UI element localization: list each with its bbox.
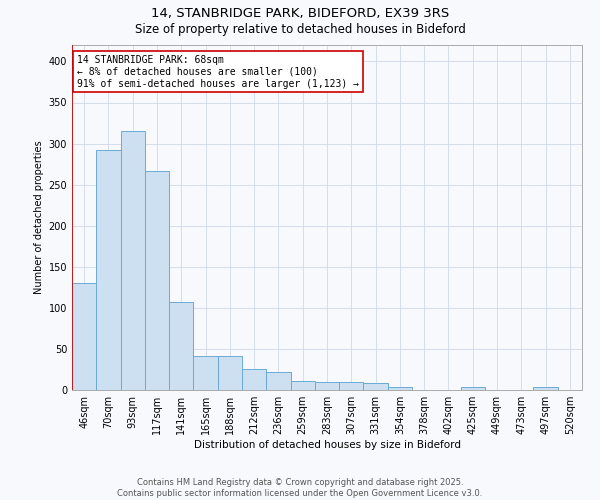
Bar <box>533 386 558 390</box>
Bar <box>461 386 485 390</box>
Bar <box>242 370 266 390</box>
Bar <box>96 150 121 390</box>
Bar <box>266 372 290 390</box>
Text: 14, STANBRIDGE PARK, BIDEFORD, EX39 3RS: 14, STANBRIDGE PARK, BIDEFORD, EX39 3RS <box>151 8 449 20</box>
Bar <box>169 302 193 390</box>
Bar <box>364 384 388 390</box>
Bar <box>290 381 315 390</box>
Bar <box>315 382 339 390</box>
Bar <box>218 356 242 390</box>
Bar <box>339 382 364 390</box>
Text: Size of property relative to detached houses in Bideford: Size of property relative to detached ho… <box>134 22 466 36</box>
Bar <box>193 356 218 390</box>
Text: 14 STANBRIDGE PARK: 68sqm
← 8% of detached houses are smaller (100)
91% of semi-: 14 STANBRIDGE PARK: 68sqm ← 8% of detach… <box>77 56 359 88</box>
Bar <box>145 170 169 390</box>
Bar <box>388 386 412 390</box>
Text: Contains HM Land Registry data © Crown copyright and database right 2025.
Contai: Contains HM Land Registry data © Crown c… <box>118 478 482 498</box>
X-axis label: Distribution of detached houses by size in Bideford: Distribution of detached houses by size … <box>193 440 461 450</box>
Bar <box>72 283 96 390</box>
Y-axis label: Number of detached properties: Number of detached properties <box>34 140 44 294</box>
Bar <box>121 131 145 390</box>
